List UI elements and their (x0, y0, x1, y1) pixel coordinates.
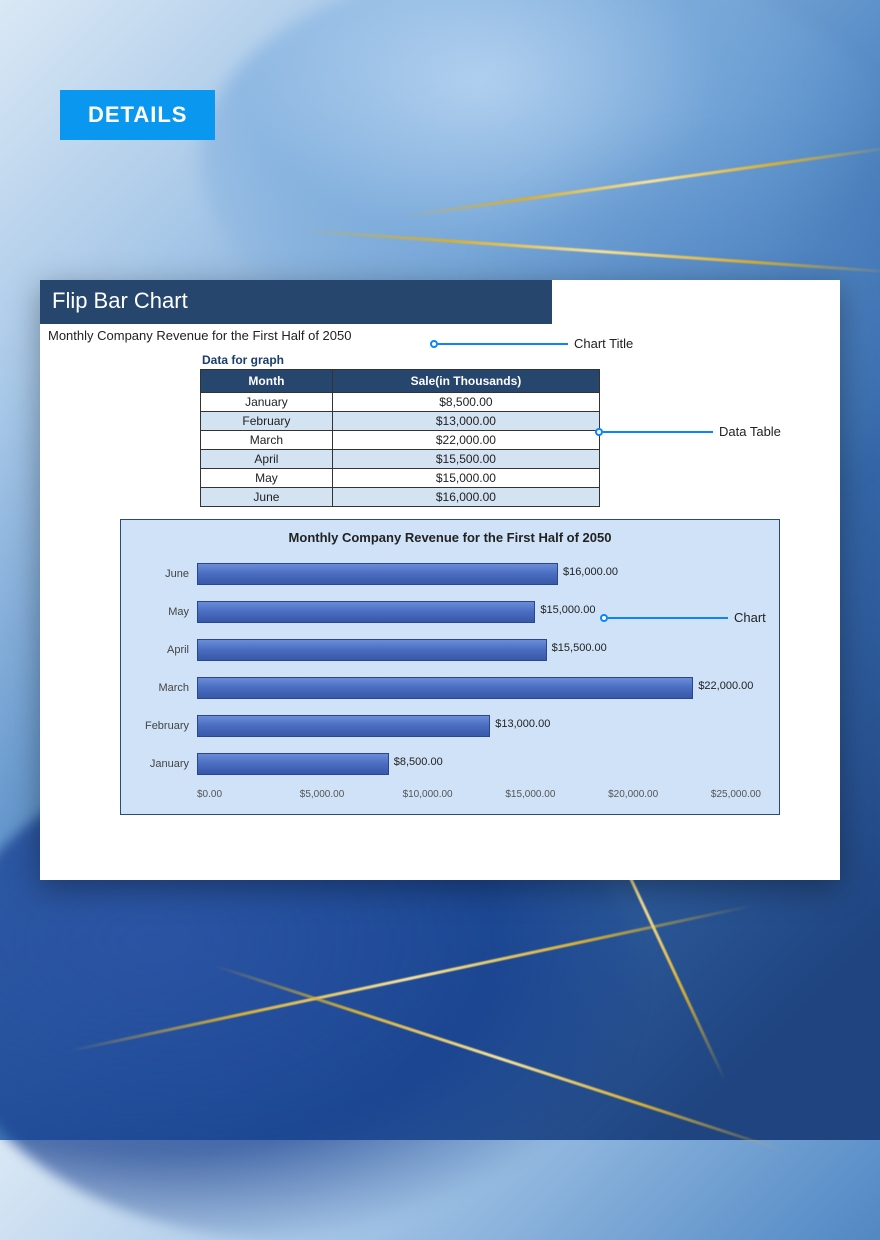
bar-value-label: $8,500.00 (394, 756, 443, 768)
table-header: Sale(in Thousands) (332, 370, 599, 393)
bar-row: May$15,000.00 (139, 593, 761, 631)
template-panel: Flip Bar Chart Monthly Company Revenue f… (40, 280, 840, 880)
table-row: February$13,000.00 (201, 412, 600, 431)
table-caption: Data for graph (202, 353, 600, 367)
table-row: January$8,500.00 (201, 393, 600, 412)
bar-ylabel: April (139, 644, 197, 656)
table-row: April$15,500.00 (201, 450, 600, 469)
bar-row: April$15,500.00 (139, 631, 761, 669)
xaxis-tick: $25,000.00 (711, 789, 761, 800)
table-header: Month (201, 370, 333, 393)
table-cell: $13,000.00 (332, 412, 599, 431)
xaxis-tick: $5,000.00 (300, 789, 403, 800)
table-cell: February (201, 412, 333, 431)
bar-chart: Monthly Company Revenue for the First Ha… (120, 519, 780, 815)
table-cell: $15,500.00 (332, 450, 599, 469)
xaxis-tick: $15,000.00 (505, 789, 608, 800)
bar: $8,500.00 (197, 753, 389, 775)
panel-header: Flip Bar Chart (40, 280, 552, 324)
table-row: June$16,000.00 (201, 488, 600, 507)
xaxis-tick: $0.00 (197, 789, 300, 800)
xaxis-tick: $20,000.00 (608, 789, 711, 800)
callout-chart-title: Chart Title (430, 336, 633, 351)
bar-row: January$8,500.00 (139, 745, 761, 783)
bar: $15,000.00 (197, 601, 535, 623)
bar-value-label: $15,500.00 (552, 642, 607, 654)
data-table: Data for graph Month Sale(in Thousands) … (200, 353, 600, 507)
bar-ylabel: March (139, 682, 197, 694)
bar: $16,000.00 (197, 563, 558, 585)
chart-title: Monthly Company Revenue for the First Ha… (139, 530, 761, 545)
table-row: May$15,000.00 (201, 469, 600, 488)
bar: $13,000.00 (197, 715, 490, 737)
xaxis-tick: $10,000.00 (403, 789, 506, 800)
bar-value-label: $13,000.00 (495, 718, 550, 730)
bar-ylabel: June (139, 568, 197, 580)
table-cell: $15,000.00 (332, 469, 599, 488)
bar: $22,000.00 (197, 677, 693, 699)
table-header-row: Month Sale(in Thousands) (201, 370, 600, 393)
callout-data-table: Data Table (595, 424, 781, 439)
bar-row: March$22,000.00 (139, 669, 761, 707)
bar-value-label: $16,000.00 (563, 566, 618, 578)
table-cell: $8,500.00 (332, 393, 599, 412)
details-badge: DETAILS (60, 90, 215, 140)
bar-value-label: $15,000.00 (540, 604, 595, 616)
table-cell: $16,000.00 (332, 488, 599, 507)
bar-ylabel: May (139, 606, 197, 618)
table-cell: $22,000.00 (332, 431, 599, 450)
bar: $15,500.00 (197, 639, 547, 661)
table-cell: January (201, 393, 333, 412)
table-cell: March (201, 431, 333, 450)
table-cell: May (201, 469, 333, 488)
bar-value-label: $22,000.00 (698, 680, 753, 692)
bar-ylabel: February (139, 720, 197, 732)
table-row: March$22,000.00 (201, 431, 600, 450)
bar-ylabel: January (139, 758, 197, 770)
table-cell: June (201, 488, 333, 507)
table-cell: April (201, 450, 333, 469)
bar-row: June$16,000.00 (139, 555, 761, 593)
bar-row: February$13,000.00 (139, 707, 761, 745)
